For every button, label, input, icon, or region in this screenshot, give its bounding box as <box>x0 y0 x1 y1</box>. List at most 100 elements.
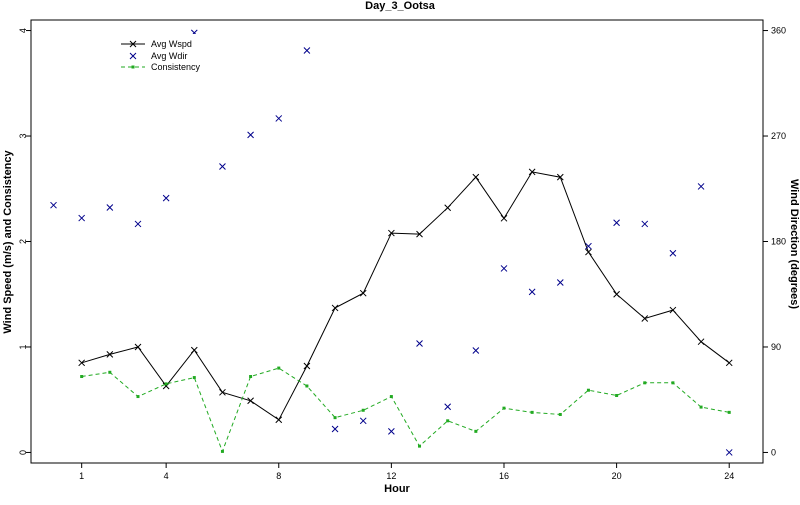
data-point-consistency <box>446 419 450 423</box>
data-point-avg-wspd <box>528 168 536 176</box>
y2-axis-title: Wind Direction (degrees) <box>788 179 800 309</box>
legend-marker-consistency <box>131 65 135 69</box>
data-point-avg-wspd <box>162 382 170 390</box>
data-point-consistency <box>80 375 84 379</box>
data-point-consistency <box>727 410 731 414</box>
legend: Avg Wspd Avg Wdir Consistency <box>118 34 201 76</box>
data-point-consistency <box>699 405 703 409</box>
data-point-avg-wspd <box>134 343 142 351</box>
x-tick-label: 24 <box>724 471 734 481</box>
data-point-avg-wspd <box>669 306 677 314</box>
y-tick-label: 2 <box>18 239 28 244</box>
data-point-avg-wspd <box>106 351 114 358</box>
data-point-avg-wspd <box>275 416 283 424</box>
data-point-avg-wdir <box>697 183 705 190</box>
data-point-avg-wdir <box>50 201 57 209</box>
y-tick-label: 4 <box>18 28 28 33</box>
data-point-avg-wdir <box>416 340 423 347</box>
x-tick-label: 4 <box>164 471 169 481</box>
data-point-avg-wspd <box>388 229 395 237</box>
data-point-consistency <box>220 449 224 453</box>
data-point-consistency <box>249 375 253 379</box>
data-point-avg-wspd <box>331 304 339 312</box>
data-point-consistency <box>277 366 281 370</box>
data-point-avg-wspd <box>472 173 480 181</box>
y2-tick-label: 360 <box>771 26 786 36</box>
data-point-consistency <box>108 370 112 374</box>
legend-marker-avg-wspd <box>129 40 137 48</box>
data-point-avg-wspd <box>613 290 620 298</box>
data-point-avg-wdir <box>585 242 592 250</box>
y-tick-label: 1 <box>18 344 28 349</box>
legend-entry-avg-wspd: Avg Wspd <box>121 39 192 49</box>
data-point-avg-wdir <box>388 428 395 435</box>
x-tick-label: 8 <box>276 471 281 481</box>
data-point-consistency <box>615 393 619 397</box>
x-tick-label: 16 <box>499 471 509 481</box>
y-axis-left: 0 1 2 3 4 <box>18 28 31 455</box>
x-axis-title: Hour <box>384 483 410 495</box>
data-point-avg-wspd <box>641 315 649 322</box>
data-point-avg-wspd <box>247 397 254 405</box>
data-point-consistency <box>333 416 337 420</box>
y-tick-label: 0 <box>18 450 28 455</box>
chart-title: Day_3_Ootsa <box>365 0 436 12</box>
data-point-avg-wdir <box>247 131 254 139</box>
data-point-avg-wdir <box>219 163 226 170</box>
data-point-consistency <box>192 376 196 380</box>
data-point-avg-wdir <box>359 417 367 425</box>
series-line-consistency <box>81 367 730 453</box>
data-point-avg-wspd <box>78 359 86 367</box>
data-point-consistency <box>474 429 478 433</box>
data-point-avg-wspd <box>500 214 508 222</box>
data-point-avg-wdir <box>472 347 480 354</box>
data-point-consistency <box>558 412 562 416</box>
data-point-avg-wspd <box>190 346 198 354</box>
data-point-avg-wspd <box>359 289 367 297</box>
y2-tick-label: 90 <box>771 342 781 352</box>
data-point-avg-wdir <box>669 249 677 257</box>
data-point-consistency <box>305 384 309 388</box>
data-point-avg-wdir <box>556 279 564 286</box>
data-point-avg-wdir <box>641 220 649 228</box>
data-point-consistency <box>389 395 393 399</box>
data-point-avg-wspd <box>416 230 423 238</box>
y2-tick-label: 180 <box>771 237 786 247</box>
data-point-avg-wdir <box>500 265 508 272</box>
data-point-avg-wspd <box>697 338 705 346</box>
data-point-avg-wspd <box>219 388 226 396</box>
y2-tick-label: 270 <box>771 131 786 141</box>
data-point-consistency <box>136 395 140 399</box>
data-point-avg-wdir <box>106 204 114 211</box>
y-tick-label: 3 <box>18 134 28 139</box>
x-tick-label: 20 <box>612 471 622 481</box>
data-point-avg-wdir <box>275 115 283 122</box>
data-point-avg-wspd <box>585 248 592 256</box>
legend-label-avg-wdir: Avg Wdir <box>151 51 187 61</box>
data-point-avg-wdir <box>725 449 733 456</box>
data-point-consistency <box>643 381 647 385</box>
data-point-consistency <box>671 381 675 385</box>
data-point-consistency <box>586 388 590 392</box>
data-point-consistency <box>530 410 534 414</box>
data-point-avg-wdir <box>444 403 452 411</box>
data-point-consistency <box>164 382 168 386</box>
x-axis: 1 4 8 12 16 20 24 <box>79 463 734 481</box>
series-line-avg-wspd <box>81 171 730 421</box>
data-point-avg-wdir <box>331 425 339 433</box>
legend-marker-avg-wdir <box>129 52 137 60</box>
y-axis-right: 0 90 180 270 360 <box>763 26 786 457</box>
data-point-avg-wspd <box>444 204 452 212</box>
data-point-consistency <box>361 408 365 412</box>
data-point-avg-wdir <box>162 194 170 202</box>
data-point-avg-wspd <box>725 359 733 367</box>
x-tick-label: 12 <box>386 471 396 481</box>
legend-entry-avg-wdir: Avg Wdir <box>129 51 187 61</box>
legend-entry-consistency: Consistency <box>121 62 201 72</box>
data-point-avg-wdir <box>134 220 142 228</box>
data-point-consistency <box>502 406 506 410</box>
y-axis-title: Wind Speed (m/s) and Consistency <box>2 149 14 333</box>
x-tick-label: 1 <box>79 471 84 481</box>
data-point-avg-wdir <box>528 288 536 296</box>
